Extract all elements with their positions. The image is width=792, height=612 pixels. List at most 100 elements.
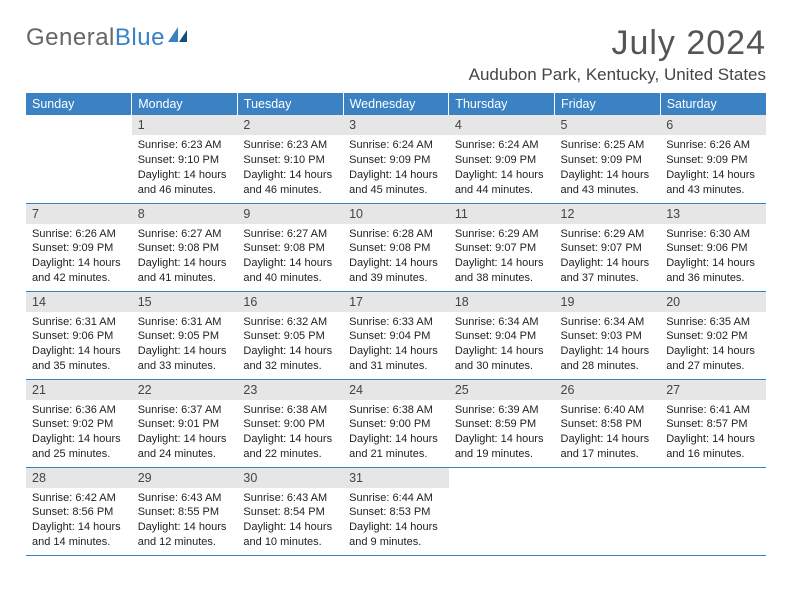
dow-header: Tuesday — [237, 93, 343, 115]
calendar-row: 7Sunrise: 6:26 AMSunset: 9:09 PMDaylight… — [26, 203, 766, 291]
calendar-cell: 13Sunrise: 6:30 AMSunset: 9:06 PMDayligh… — [660, 203, 766, 291]
cell-line: and 14 minutes. — [32, 535, 126, 550]
cell-line: Daylight: 14 hours — [666, 432, 760, 447]
cell-line: Daylight: 14 hours — [561, 432, 655, 447]
cell-line: Daylight: 14 hours — [138, 168, 232, 183]
day-number: 23 — [237, 380, 343, 400]
cell-line: Daylight: 14 hours — [349, 520, 443, 535]
cell-line: Sunset: 9:05 PM — [243, 329, 337, 344]
calendar-row: 28Sunrise: 6:42 AMSunset: 8:56 PMDayligh… — [26, 467, 766, 555]
logo-text-1: General — [26, 24, 115, 52]
cell-content: Sunrise: 6:41 AMSunset: 8:57 PMDaylight:… — [660, 400, 766, 466]
cell-line: Sunrise: 6:39 AM — [455, 403, 549, 418]
cell-line: Sunrise: 6:26 AM — [666, 138, 760, 153]
cell-content — [26, 121, 132, 128]
calendar-cell: 20Sunrise: 6:35 AMSunset: 9:02 PMDayligh… — [660, 291, 766, 379]
month-title: July 2024 — [469, 24, 766, 63]
day-number: 1 — [132, 115, 238, 135]
cell-line: Sunrise: 6:44 AM — [349, 491, 443, 506]
cell-line: Sunrise: 6:34 AM — [561, 315, 655, 330]
cell-line: Sunset: 9:00 PM — [349, 417, 443, 432]
calendar-row: 1Sunrise: 6:23 AMSunset: 9:10 PMDaylight… — [26, 115, 766, 203]
cell-line: Sunset: 9:02 PM — [32, 417, 126, 432]
day-number: 26 — [555, 380, 661, 400]
day-number: 17 — [343, 292, 449, 312]
calendar-cell — [660, 467, 766, 555]
cell-line: Sunset: 9:02 PM — [666, 329, 760, 344]
cell-line: and 38 minutes. — [455, 271, 549, 286]
header: GeneralBlue July 2024 Audubon Park, Kent… — [26, 24, 766, 85]
calendar-cell: 16 Sunrise: 6:32 AMSunset: 9:05 PMDayligh… — [237, 291, 343, 379]
cell-line: Sunset: 8:53 PM — [349, 505, 443, 520]
day-number: 7 — [26, 204, 132, 224]
cell-line: Sunrise: 6:30 AM — [666, 227, 760, 242]
cell-line: Sunset: 9:06 PM — [666, 241, 760, 256]
cell-line: Sunset: 8:58 PM — [561, 417, 655, 432]
cell-line: Sunrise: 6:35 AM — [666, 315, 760, 330]
cell-content: Sunrise: 6:31 AMSunset: 9:05 PMDaylight:… — [132, 312, 238, 378]
cell-content: Sunrise: 6:23 AMSunset: 9:10 PMDaylight:… — [237, 135, 343, 201]
day-number: 6 — [660, 115, 766, 135]
logo-text-2: Blue — [115, 24, 165, 52]
cell-line: Sunrise: 6:31 AM — [138, 315, 232, 330]
cell-line: Daylight: 14 hours — [32, 344, 126, 359]
day-number: 28 — [26, 468, 132, 488]
cell-line: and 28 minutes. — [561, 359, 655, 374]
cell-line: Sunset: 9:08 PM — [243, 241, 337, 256]
calendar-cell: 29Sunrise: 6:43 AMSunset: 8:55 PMDayligh… — [132, 467, 238, 555]
logo: GeneralBlue — [26, 24, 189, 52]
cell-line: Daylight: 14 hours — [561, 168, 655, 183]
day-number: 11 — [449, 204, 555, 224]
cell-line: Daylight: 14 hours — [243, 344, 337, 359]
day-number: 8 — [132, 204, 238, 224]
calendar-cell: 12Sunrise: 6:29 AMSunset: 9:07 PMDayligh… — [555, 203, 661, 291]
calendar-cell: 19Sunrise: 6:34 AMSunset: 9:03 PMDayligh… — [555, 291, 661, 379]
cell-line: Daylight: 14 hours — [138, 432, 232, 447]
cell-content: Sunrise: 6:25 AMSunset: 9:09 PMDaylight:… — [555, 135, 661, 201]
cell-line: and 43 minutes. — [561, 183, 655, 198]
cell-line: Sunset: 9:08 PM — [349, 241, 443, 256]
cell-line: Daylight: 14 hours — [561, 344, 655, 359]
cell-line: and 12 minutes. — [138, 535, 232, 550]
calendar-cell: 14Sunrise: 6:31 AMSunset: 9:06 PMDayligh… — [26, 291, 132, 379]
cell-line: Sunrise: 6:32 AM — [243, 315, 337, 330]
location-subtitle: Audubon Park, Kentucky, United States — [469, 65, 766, 85]
dow-header: Thursday — [449, 93, 555, 115]
cell-line: and 39 minutes. — [349, 271, 443, 286]
cell-line: Sunrise: 6:38 AM — [243, 403, 337, 418]
cell-content: Sunrise: 6:29 AMSunset: 9:07 PMDaylight:… — [555, 224, 661, 290]
cell-line: and 46 minutes. — [243, 183, 337, 198]
day-number: 2 — [237, 115, 343, 135]
cell-line: and 45 minutes. — [349, 183, 443, 198]
cell-line: and 37 minutes. — [561, 271, 655, 286]
calendar-cell — [555, 467, 661, 555]
cell-line: Daylight: 14 hours — [455, 168, 549, 183]
calendar-cell: 1Sunrise: 6:23 AMSunset: 9:10 PMDaylight… — [132, 115, 238, 203]
dow-header: Sunday — [26, 93, 132, 115]
day-number: 16 — [237, 292, 343, 312]
dow-header: Friday — [555, 93, 661, 115]
cell-line: and 33 minutes. — [138, 359, 232, 374]
calendar-cell: 31Sunrise: 6:44 AMSunset: 8:53 PMDayligh… — [343, 467, 449, 555]
cell-line: Daylight: 14 hours — [349, 168, 443, 183]
cell-content: Sunrise: 6:30 AMSunset: 9:06 PMDaylight:… — [660, 224, 766, 290]
cell-line: Sunrise: 6:24 AM — [349, 138, 443, 153]
cell-line: Daylight: 14 hours — [32, 520, 126, 535]
cell-line: Sunset: 9:08 PM — [138, 241, 232, 256]
cell-content: Sunrise: 6:26 AMSunset: 9:09 PMDaylight:… — [660, 135, 766, 201]
cell-line: Sunrise: 6:42 AM — [32, 491, 126, 506]
calendar-cell: 7Sunrise: 6:26 AMSunset: 9:09 PMDaylight… — [26, 203, 132, 291]
cell-content: Sunrise: 6:39 AMSunset: 8:59 PMDaylight:… — [449, 400, 555, 466]
cell-content: Sunrise: 6:33 AMSunset: 9:04 PMDaylight:… — [343, 312, 449, 378]
cell-content: Sunrise: 6:34 AMSunset: 9:04 PMDaylight:… — [449, 312, 555, 378]
title-block: July 2024 Audubon Park, Kentucky, United… — [469, 24, 766, 85]
cell-line: Daylight: 14 hours — [138, 520, 232, 535]
cell-content: Sunrise: 6:27 AMSunset: 9:08 PMDaylight:… — [237, 224, 343, 290]
cell-line: Daylight: 14 hours — [561, 256, 655, 271]
cell-line: and 44 minutes. — [455, 183, 549, 198]
day-number: 20 — [660, 292, 766, 312]
cell-line: Sunset: 9:04 PM — [455, 329, 549, 344]
calendar-cell: 6Sunrise: 6:26 AMSunset: 9:09 PMDaylight… — [660, 115, 766, 203]
day-number: 19 — [555, 292, 661, 312]
cell-line: and 27 minutes. — [666, 359, 760, 374]
